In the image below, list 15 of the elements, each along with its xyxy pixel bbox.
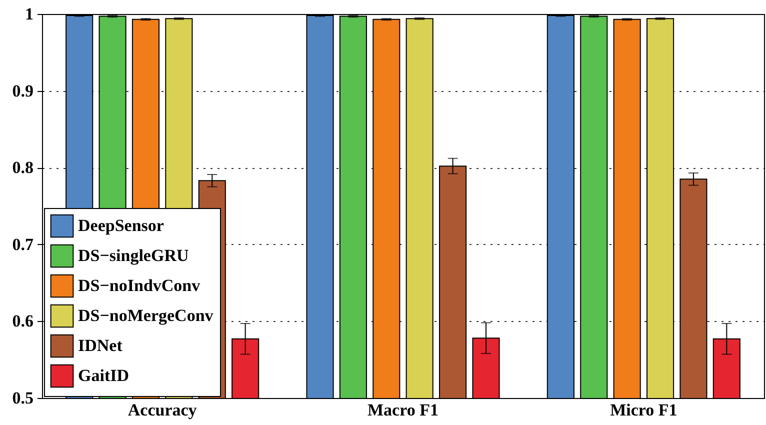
legend-label: DS−noMergeConv [78, 306, 214, 325]
legend-label: DeepSensor [78, 216, 164, 235]
y-tick-label: 0.5 [12, 388, 34, 408]
y-tick-label: 0.8 [12, 158, 34, 178]
y-tick-label: 0.7 [12, 234, 34, 254]
y-tick-label: 0.6 [12, 312, 34, 331]
legend-label: IDNet [78, 336, 123, 355]
x-tick-label: Micro F1 [610, 400, 678, 420]
x-tick-label: Macro F1 [368, 400, 438, 420]
y-tick-label: 0.9 [12, 81, 34, 100]
legend-label: DS−singleGRU [78, 246, 189, 265]
x-tick-label: Accuracy [128, 400, 198, 420]
legend-label: DS−noIndvConv [78, 276, 201, 295]
legend-label: GaitID [78, 366, 129, 385]
y-tick-label: 1 [25, 4, 34, 24]
